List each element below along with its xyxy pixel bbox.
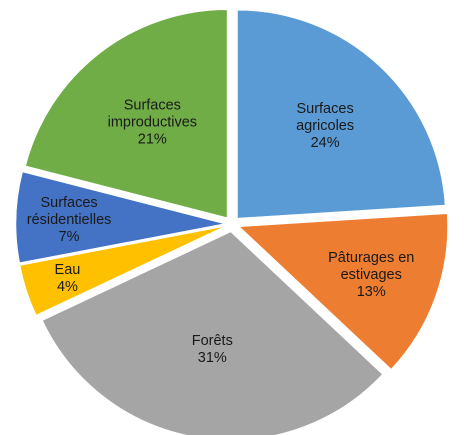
pie-slices <box>15 9 448 435</box>
slice-category-label: Surfaces <box>296 101 353 117</box>
slice-value-label: 4% <box>57 279 78 295</box>
slice-value-label: 13% <box>357 284 386 300</box>
pie-slice-0 <box>237 9 446 219</box>
pie-slice-4 <box>15 171 225 264</box>
slice-value-label: 21% <box>138 131 167 147</box>
slice-label-4: Surfaces résidentielles 7% <box>27 195 112 245</box>
slice-category-label: Surfaces <box>40 195 97 211</box>
pie-slice-2 <box>42 231 383 435</box>
slice-category-label: résidentielles <box>27 212 112 228</box>
slice-category-label: improductives <box>108 114 197 130</box>
slice-category-label: agricoles <box>296 118 354 134</box>
pie-slice-5 <box>25 9 228 219</box>
pie-slice-1 <box>238 213 448 370</box>
pie-slice-3 <box>19 226 225 316</box>
slice-value-label: 24% <box>311 135 340 151</box>
slice-category-label: Pâturages en <box>328 250 414 266</box>
slice-label-1: Pâturages en estivages 13% <box>328 250 414 300</box>
slice-category-label: estivages <box>341 267 402 283</box>
slice-category-label: Forêts <box>192 333 233 349</box>
slice-category-label: Surfaces <box>124 97 181 113</box>
slice-value-label: 7% <box>59 229 80 245</box>
slice-label-0: Surfaces agricoles 24% <box>296 101 354 151</box>
slice-value-label: 31% <box>198 350 227 366</box>
slice-category-label: Eau <box>55 262 81 278</box>
slice-label-2: Forêts 31% <box>192 333 233 366</box>
slice-label-3: Eau 4% <box>55 262 81 295</box>
slice-label-5: Surfaces improductives 21% <box>108 97 197 147</box>
pie-labels: Surfaces agricoles 24%Pâturages en estivage… <box>27 97 415 366</box>
